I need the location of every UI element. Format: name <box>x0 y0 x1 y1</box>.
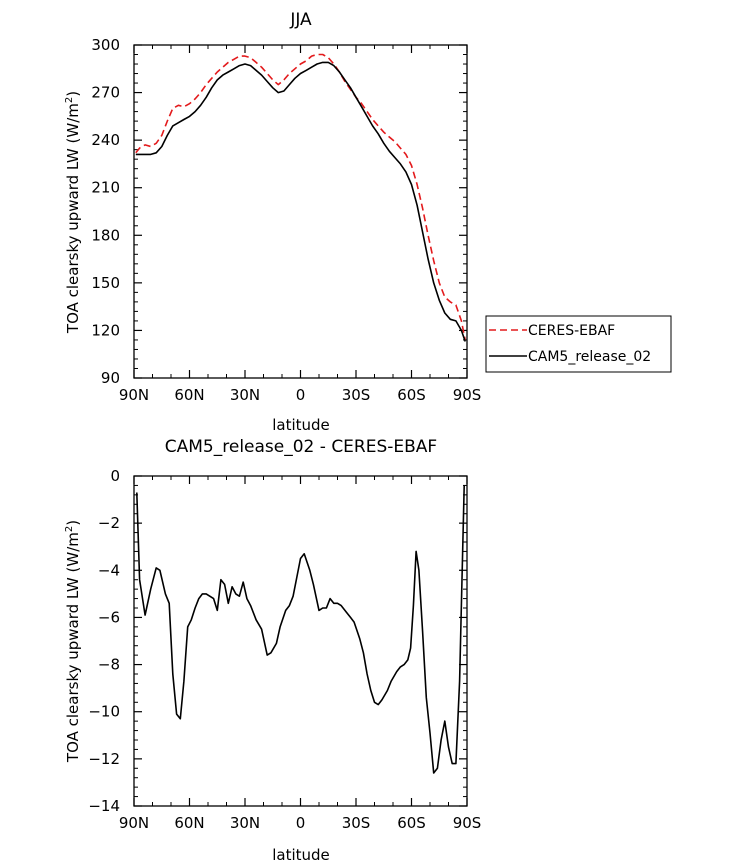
bottom-y-tick-labels: 0 −2 −4 −6 −8 −10 −12 −14 <box>88 467 120 815</box>
legend: CERES-EBAF CAM5_release_02 <box>485 315 672 373</box>
bottom-y-axis-label-close: ) <box>64 520 82 526</box>
top-x-tick-label: 0 <box>296 386 306 404</box>
bottom-y-tick-label: −14 <box>88 797 120 815</box>
bottom-y-tick-label: −4 <box>98 561 120 579</box>
bottom-x-tick-label: 30N <box>230 814 260 832</box>
bottom-panel: CAM5_release_02 - CERES-EBAF 90N 60N 30N 0 3… <box>64 437 481 864</box>
top-y-axis-label-sup: 2 <box>64 97 75 103</box>
top-y-tick-labels: 90 120 150 180 210 240 270 300 <box>91 36 120 387</box>
bottom-x-tick-label: 90N <box>119 814 149 832</box>
bottom-y-axis-label-sup: 2 <box>64 526 75 532</box>
top-y-tick-label: 210 <box>91 179 120 197</box>
bottom-x-axis-label: latitude <box>272 846 330 864</box>
top-panel: JJA 90N 60N 30N 0 30S 60S 90S 90 120 150 180 210 24… <box>64 10 672 434</box>
bottom-y-tick-label: −10 <box>88 703 120 721</box>
legend-label-ceres: CERES-EBAF <box>528 323 615 339</box>
bottom-y-axis-label-text: TOA clearsky upward LW (W/m <box>64 532 82 763</box>
top-x-tick-label: 90S <box>453 386 482 404</box>
top-y-tick-label: 300 <box>91 36 120 54</box>
legend-label-cam5: CAM5_release_02 <box>528 349 651 365</box>
top-y-tick-label: 180 <box>91 226 120 244</box>
top-y-axis-label: TOA clearsky upward LW (W/m2) <box>64 91 82 334</box>
bottom-axis-ticks <box>133 475 468 807</box>
top-series-line-cam5-release-02 <box>135 61 466 342</box>
top-y-tick-label: 150 <box>91 274 120 292</box>
top-plot-frame <box>133 44 468 379</box>
bottom-y-tick-label: 0 <box>110 467 120 485</box>
top-y-tick-label: 270 <box>91 84 120 102</box>
top-chart-title: JJA <box>289 10 312 30</box>
top-y-axis-label-text: TOA clearsky upward LW (W/m <box>64 103 82 334</box>
bottom-x-tick-label: 60N <box>174 814 204 832</box>
bottom-x-tick-label: 0 <box>296 814 306 832</box>
top-axis-ticks <box>133 44 468 379</box>
bottom-chart-title: CAM5_release_02 - CERES-EBAF <box>165 437 437 457</box>
bottom-x-tick-labels: 90N 60N 30N 0 30S 60S 90S <box>119 814 481 832</box>
top-y-tick-label: 240 <box>91 131 120 149</box>
bottom-x-tick-label: 60S <box>397 814 426 832</box>
bottom-y-tick-label: −12 <box>88 750 120 768</box>
top-x-tick-label: 30N <box>230 386 260 404</box>
bottom-y-tick-label: −2 <box>98 514 120 532</box>
bottom-y-tick-label: −8 <box>98 656 120 674</box>
legend-box <box>485 315 672 373</box>
bottom-y-axis-label: TOA clearsky upward LW (W/m2) <box>64 520 82 763</box>
bottom-x-tick-label: 90S <box>453 814 482 832</box>
bottom-plot-frame <box>133 475 468 807</box>
top-x-tick-labels: 90N 60N 30N 0 30S 60S 90S <box>119 386 481 404</box>
bottom-x-tick-label: 30S <box>342 814 371 832</box>
top-x-tick-label: 30S <box>342 386 371 404</box>
top-series-lines <box>135 53 466 342</box>
bottom-series-lines <box>136 485 465 774</box>
top-y-axis-label-close: ) <box>64 91 82 97</box>
top-x-axis-label: latitude <box>272 416 330 434</box>
bottom-series-line-cam5-release-02-ceres-ebaf <box>136 485 465 774</box>
top-x-tick-label: 90N <box>119 386 149 404</box>
top-series-line-ceres-ebaf <box>135 53 466 341</box>
top-y-tick-label: 90 <box>101 369 120 387</box>
top-x-tick-label: 60S <box>397 386 426 404</box>
bottom-y-tick-label: −6 <box>98 608 120 626</box>
top-y-tick-label: 120 <box>91 321 120 339</box>
top-x-tick-label: 60N <box>174 386 204 404</box>
